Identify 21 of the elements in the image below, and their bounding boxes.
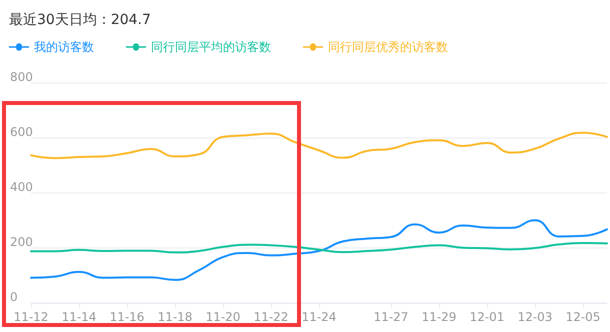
- legend-label: 我的访客数: [34, 40, 94, 54]
- x-tick-label: 11-14: [62, 310, 96, 324]
- x-tick-label: 11-27: [374, 310, 408, 324]
- y-tick-label: 400: [10, 180, 33, 194]
- y-tick-label: 200: [10, 235, 33, 249]
- x-tick-label: 11-22: [254, 310, 288, 324]
- x-tick-label: 11-18: [158, 310, 192, 324]
- y-tick-label: 0: [10, 290, 18, 304]
- x-tick-label: 11-16: [110, 310, 144, 324]
- x-tick-label: 11-20: [206, 310, 240, 324]
- x-tick-label: 11-29: [422, 310, 456, 324]
- legend-label: 同行同层平均的访客数: [151, 40, 271, 54]
- x-tick-label: 11-24: [302, 310, 336, 324]
- x-tick-label: 11-12: [14, 310, 48, 324]
- y-tick-label: 800: [10, 70, 33, 84]
- x-tick-label: 12-03: [518, 310, 552, 324]
- x-tick-label: 12-01: [470, 310, 504, 324]
- y-tick-label: 600: [10, 125, 33, 139]
- x-tick-label: 12-05: [566, 310, 600, 324]
- legend-label: 同行同层优秀的访客数: [328, 40, 448, 54]
- chart-title: 最近30天日均：204.7: [9, 12, 151, 28]
